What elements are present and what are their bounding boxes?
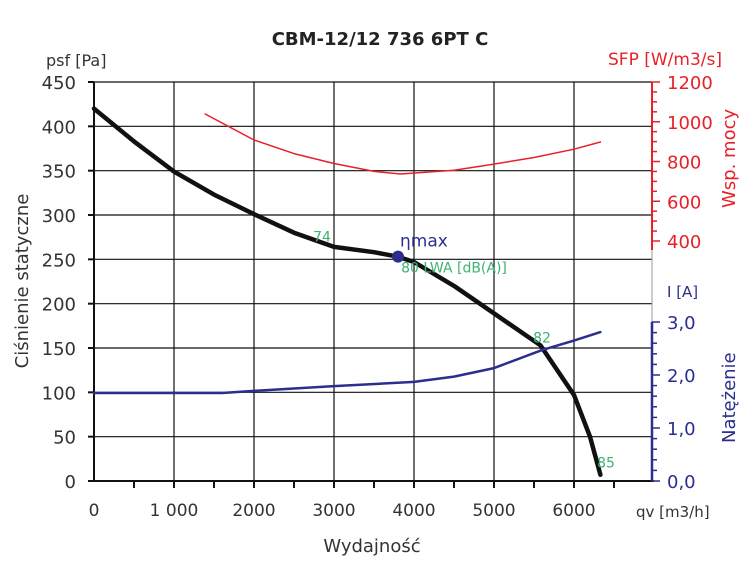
y-tick-label: 0	[65, 472, 76, 493]
y-tick-label: 400	[42, 117, 76, 138]
noise-level-label: 82	[533, 331, 551, 347]
sfp-tick-label: 1000	[667, 113, 713, 134]
noise-level-label: 74	[313, 230, 331, 246]
current-tick-label: 2,0	[667, 366, 696, 387]
y-tick-label: 100	[42, 383, 76, 404]
series-sfp-line	[204, 113, 602, 175]
series-pressure-line	[91, 106, 603, 478]
eta-max-point	[392, 250, 404, 263]
x-tick-label: 6000	[552, 501, 595, 521]
y-tick-label: 250	[42, 250, 76, 271]
y-tick-label: 350	[42, 162, 76, 183]
sfp-tick-label: 800	[667, 153, 701, 174]
series-current-line	[92, 330, 602, 395]
x-tick-label: 3000	[312, 501, 355, 521]
noise-level-label: 85	[597, 456, 615, 472]
y-tick-label: 450	[42, 73, 76, 94]
chart-title: CBM-12/12 736 6PT C	[272, 29, 489, 50]
sfp-axis-title: Wsp. mocy	[719, 109, 740, 208]
noise-level-label: 80 LWA [dB(A)]	[401, 261, 507, 277]
y-tick-label: 50	[53, 428, 76, 449]
x-tick-label: 0	[89, 501, 100, 521]
x-tick-label: 2000	[232, 501, 275, 521]
y-tick-label: 200	[42, 295, 76, 316]
current-tick-label: 3,0	[667, 313, 696, 334]
sfp-tick-label: 600	[667, 192, 701, 213]
y-tick-label: 150	[42, 339, 76, 360]
x-tick-label: 1 000	[150, 501, 199, 521]
left-unit-label: psf [Pa]	[46, 51, 106, 70]
x-unit-label: qv [m3/h]	[636, 503, 710, 521]
y-axis-title: Ciśnienie statyczne	[12, 194, 33, 369]
sfp-tick-label: 1200	[667, 73, 713, 94]
current-tick-label: 0,0	[667, 472, 696, 493]
sfp-tick-label: 400	[667, 232, 701, 253]
current-unit-label: I [A]	[667, 283, 698, 301]
current-tick-label: 1,0	[667, 419, 696, 440]
x-tick-label: 4000	[392, 501, 435, 521]
current-axis-title: Natężenie	[719, 352, 740, 443]
eta-max-label: ηmax	[400, 232, 448, 252]
x-axis-title: Wydajność	[323, 536, 420, 557]
x-tick-label: 5000	[472, 501, 515, 521]
sfp-unit-label: SFP [W/m3/s]	[608, 50, 722, 70]
y-tick-label: 300	[42, 206, 76, 227]
